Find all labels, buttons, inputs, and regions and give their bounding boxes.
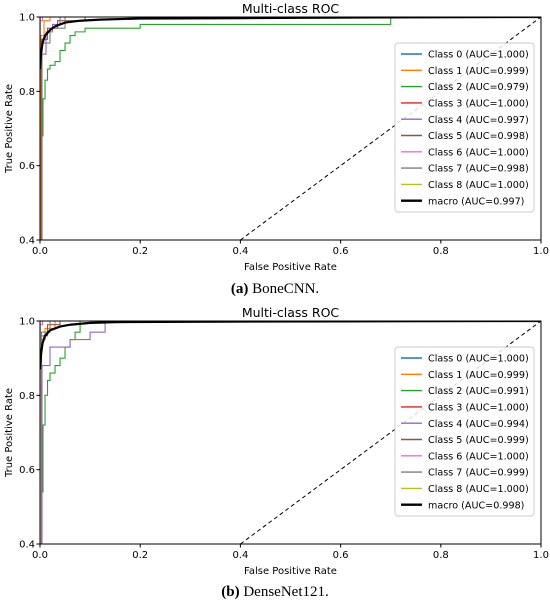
chart-b-legend-box: [394, 346, 535, 517]
chart-b-ytick-label-1: 0.6: [19, 465, 35, 476]
chart-a-series-line-7: [40, 17, 541, 240]
chart-b-xtick-label-2: 0.4: [232, 550, 248, 561]
chart-a-xtick-label-0: 0.0: [32, 246, 48, 257]
chart-a-axes-frame: [39, 16, 542, 241]
chart-a-legend-label-9: macro (AUC=0.997): [428, 196, 524, 207]
chart-b-xtick-label-4: 0.8: [433, 550, 449, 561]
chart-a-legend-label-6: Class 6 (AUC=1.000): [428, 147, 529, 158]
chart-a-legend-label-4: Class 4 (AUC=0.997): [428, 115, 529, 126]
caption-a: (a) BoneCNN.: [0, 281, 550, 298]
chart-b-series-line-9: [40, 321, 541, 370]
chart-b-xtick-label-1: 0.2: [132, 550, 148, 561]
chart-b-legend-label-6: Class 6 (AUC=1.000): [428, 451, 529, 462]
chart-a-xtick-label-5: 1.0: [533, 246, 549, 257]
chart-b-legend-label-0: Class 0 (AUC=1.000): [428, 354, 529, 365]
chart-a-legend-label-5: Class 5 (AUC=0.998): [428, 131, 529, 142]
chart-a-legend-label-0: Class 0 (AUC=1.000): [428, 50, 529, 61]
chart-b-series-line-2: [40, 321, 541, 544]
roc-chart-a: Multi-class ROC 0.0 0.2 0.4 0.6 0.8 1.0 0.4 0.6 0…: [4, 1, 549, 273]
caption-b: (b) DenseNet121.: [0, 584, 550, 601]
chart-a-xtick-label-2: 0.4: [232, 246, 248, 257]
chart-a-ytick-label-3: 1.0: [19, 13, 35, 24]
chart-a-legend-label-8: Class 8 (AUC=1.000): [428, 180, 529, 191]
chart-b-axes-frame: [39, 320, 542, 545]
chart-a-xlabel: False Positive Rate: [244, 262, 337, 273]
chart-a-ytick-label-2: 0.8: [19, 87, 35, 98]
chart-b-title: Multi-class ROC: [242, 305, 340, 320]
chart-a-series-line-6: [40, 17, 541, 240]
caption-b-text: DenseNet121.: [239, 584, 329, 600]
chart-b-ytick-label-0: 0.4: [19, 540, 35, 551]
chart-b-legend-label-2: Class 2 (AUC=0.991): [428, 386, 529, 397]
chart-b-legend-label-3: Class 3 (AUC=1.000): [428, 403, 529, 414]
chart-b-legend-label-5: Class 5 (AUC=0.999): [428, 435, 529, 446]
chart-b-legend-label-9: macro (AUC=0.998): [428, 500, 524, 511]
chart-a-xtick-label-3: 0.6: [333, 246, 349, 257]
chart-b-xlabel: False Positive Rate: [244, 566, 337, 577]
chart-b-series-line-7: [40, 321, 541, 544]
chart-a-title: Multi-class ROC: [242, 1, 340, 16]
chart-a-legend-label-1: Class 1 (AUC=0.999): [428, 66, 529, 77]
caption-a-text: BoneCNN.: [248, 281, 320, 297]
chart-a-ytick-label-0: 0.4: [19, 236, 35, 247]
chart-b-xtick-label-0: 0.0: [32, 550, 48, 561]
chart-b-legend-label-7: Class 7 (AUC=0.999): [428, 468, 529, 479]
roc-chart-b: Multi-class ROC 0.0 0.2 0.4 0.6 0.8 1.0 0.4 0.6 0…: [4, 305, 549, 577]
chart-panel-b: Multi-class ROC 0.0 0.2 0.4 0.6 0.8 1.0 0.4 0.6 0…: [0, 304, 550, 608]
chart-a-legend-box: [394, 42, 535, 213]
chart-b-ytick-label-3: 1.0: [19, 317, 35, 328]
chart-a-series-line-2: [40, 17, 541, 240]
chart-a-xtick-label-1: 0.2: [132, 246, 148, 257]
chart-a-ylabel: True Positive Rate: [4, 84, 15, 174]
chart-b-series-line-6: [40, 321, 541, 544]
chart-panel-a: Multi-class ROC 0.0 0.2 0.4 0.6 0.8 1.0 0.4 0.6 0…: [0, 1, 550, 298]
chart-a-series-line-9: [40, 17, 541, 70]
chart-b-ytick-label-2: 0.8: [19, 391, 35, 402]
chart-a-legend-label-3: Class 3 (AUC=1.000): [428, 99, 529, 110]
chart-a-ytick-label-1: 0.6: [19, 161, 35, 172]
caption-a-label: (a): [230, 281, 249, 297]
chart-b-legend-label-4: Class 4 (AUC=0.994): [428, 419, 529, 430]
chart-a-legend-label-7: Class 7 (AUC=0.998): [428, 164, 529, 175]
chart-a-xtick-label-4: 0.8: [433, 246, 449, 257]
chart-b-legend-label-8: Class 8 (AUC=1.000): [428, 484, 529, 495]
chart-b-ylabel: True Positive Rate: [4, 388, 15, 478]
chart-a-legend-label-2: Class 2 (AUC=0.979): [428, 82, 529, 93]
chart-b-xtick-label-3: 0.6: [333, 550, 349, 561]
chart-b-xtick-label-5: 1.0: [533, 550, 549, 561]
chart-b-legend-label-1: Class 1 (AUC=0.999): [428, 370, 529, 381]
caption-b-label: (b): [221, 584, 240, 600]
